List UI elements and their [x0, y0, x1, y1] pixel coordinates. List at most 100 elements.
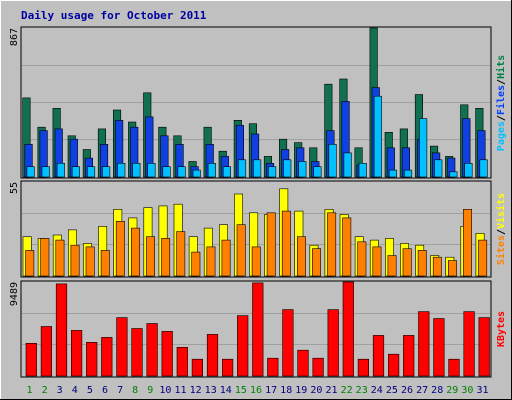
x-tick-label: 9	[147, 385, 153, 396]
x-tick-label: 19	[295, 385, 307, 396]
bar-kbytes	[282, 309, 294, 377]
bar-kbytes	[312, 357, 324, 377]
bar-sites	[417, 250, 427, 277]
bar-kbytes	[86, 341, 98, 377]
x-tick-label: 3	[57, 385, 63, 396]
x-tick-label: 4	[72, 385, 78, 396]
bar-pages	[56, 163, 65, 178]
bar-sites	[176, 231, 186, 277]
x-tick-label: 13	[205, 385, 217, 396]
bar-pages	[87, 166, 96, 178]
bars	[22, 27, 490, 377]
bar-sites	[206, 246, 216, 277]
bar-sites	[281, 210, 291, 277]
bar-kbytes	[463, 311, 475, 377]
x-tick-label: 22	[341, 385, 353, 396]
bar-pages	[238, 159, 247, 178]
bar-sites	[342, 217, 352, 277]
x-tick-label: 7	[117, 385, 123, 396]
x-tick-label: 24	[371, 385, 383, 396]
bar-sites	[266, 212, 276, 277]
legend-entry: Sites	[495, 235, 507, 265]
bar-pages	[298, 161, 307, 178]
bar-pages	[373, 95, 382, 178]
legend-entry: /	[496, 79, 507, 85]
bar-pages	[102, 166, 111, 178]
legend-visits: Sites/Visits	[495, 193, 507, 265]
bar-pages	[343, 152, 352, 178]
bar-sites	[387, 255, 397, 277]
bar-pages	[313, 166, 322, 178]
x-tick-label: 31	[476, 385, 488, 396]
bar-kbytes	[327, 309, 339, 377]
x-tick-label: 21	[325, 385, 337, 396]
bar-sites	[221, 239, 231, 277]
bar-sites	[327, 212, 337, 277]
bar-kbytes	[146, 323, 158, 377]
bar-kbytes	[206, 334, 219, 377]
x-tick-labels: 1 2 3 4 5 6 7 8 9 10 11 12 13 14 15 16 17 18 19 20 21 22 23 24 2…	[26, 385, 488, 396]
legend-entry: Pages	[496, 121, 507, 151]
bar-kbytes	[116, 317, 128, 377]
bar-kbytes	[161, 331, 173, 377]
bar-kbytes	[372, 335, 385, 377]
bar-pages	[41, 166, 50, 178]
bar-kbytes	[267, 357, 279, 377]
y-max-label: 9489	[9, 282, 20, 306]
max-labels: 867 55 9489	[9, 28, 20, 306]
bar-kbytes	[387, 353, 400, 377]
x-tick-label: 28	[431, 385, 443, 396]
bar-pages	[419, 118, 428, 178]
bar-sites	[432, 256, 442, 277]
bar-sites	[236, 224, 246, 277]
bar-sites	[115, 221, 125, 277]
bar-pages	[177, 166, 186, 178]
y-max-label: 55	[9, 182, 20, 194]
x-tick-label: 26	[401, 385, 413, 396]
legend-entry: KBytes	[496, 311, 507, 347]
x-tick-label: 27	[416, 385, 428, 396]
bar-kbytes	[433, 318, 445, 377]
bar-pages	[117, 163, 126, 178]
bar-kbytes	[131, 328, 143, 377]
bar-sites	[357, 241, 367, 277]
x-tick-label: 20	[310, 385, 322, 396]
bar-kbytes	[252, 282, 264, 377]
bar-kbytes	[357, 358, 370, 377]
x-tick-label: 1	[26, 385, 32, 396]
x-tick-label: 23	[356, 385, 368, 396]
bar-pages	[358, 163, 367, 178]
bar-pages	[328, 144, 337, 178]
bar-kbytes	[71, 330, 83, 377]
legend-hits: Pages/Files/Hits	[495, 55, 507, 151]
bar-pages	[132, 163, 141, 178]
bar-kbytes	[237, 315, 249, 377]
bar-sites	[40, 238, 50, 277]
chart-title: Daily usage for October 2011	[21, 9, 207, 22]
x-tick-label: 10	[159, 385, 171, 396]
bar-kbytes	[418, 311, 430, 377]
bar-sites	[161, 238, 171, 277]
bar-pages	[222, 166, 231, 178]
bar-pages	[403, 169, 413, 178]
bar-kbytes	[342, 281, 354, 377]
legend-entry: Files	[495, 85, 507, 115]
bar-pages	[449, 171, 458, 178]
x-tick-label: 5	[87, 385, 93, 396]
bar-sites	[402, 248, 412, 277]
x-tick-label: 29	[446, 385, 458, 396]
bar-kbytes	[176, 346, 188, 377]
bar-sites	[296, 236, 306, 277]
x-tick-label: 16	[250, 385, 262, 396]
x-tick-label: 30	[461, 385, 473, 396]
x-tick-label: 11	[174, 385, 186, 396]
bar-sites	[447, 260, 457, 277]
x-tick-label: 15	[235, 385, 247, 396]
bar-kbytes	[191, 358, 204, 377]
x-tick-label: 17	[265, 385, 277, 396]
bar-pages	[388, 169, 398, 178]
bar-kbytes	[478, 317, 490, 377]
bar-pages	[464, 163, 473, 178]
